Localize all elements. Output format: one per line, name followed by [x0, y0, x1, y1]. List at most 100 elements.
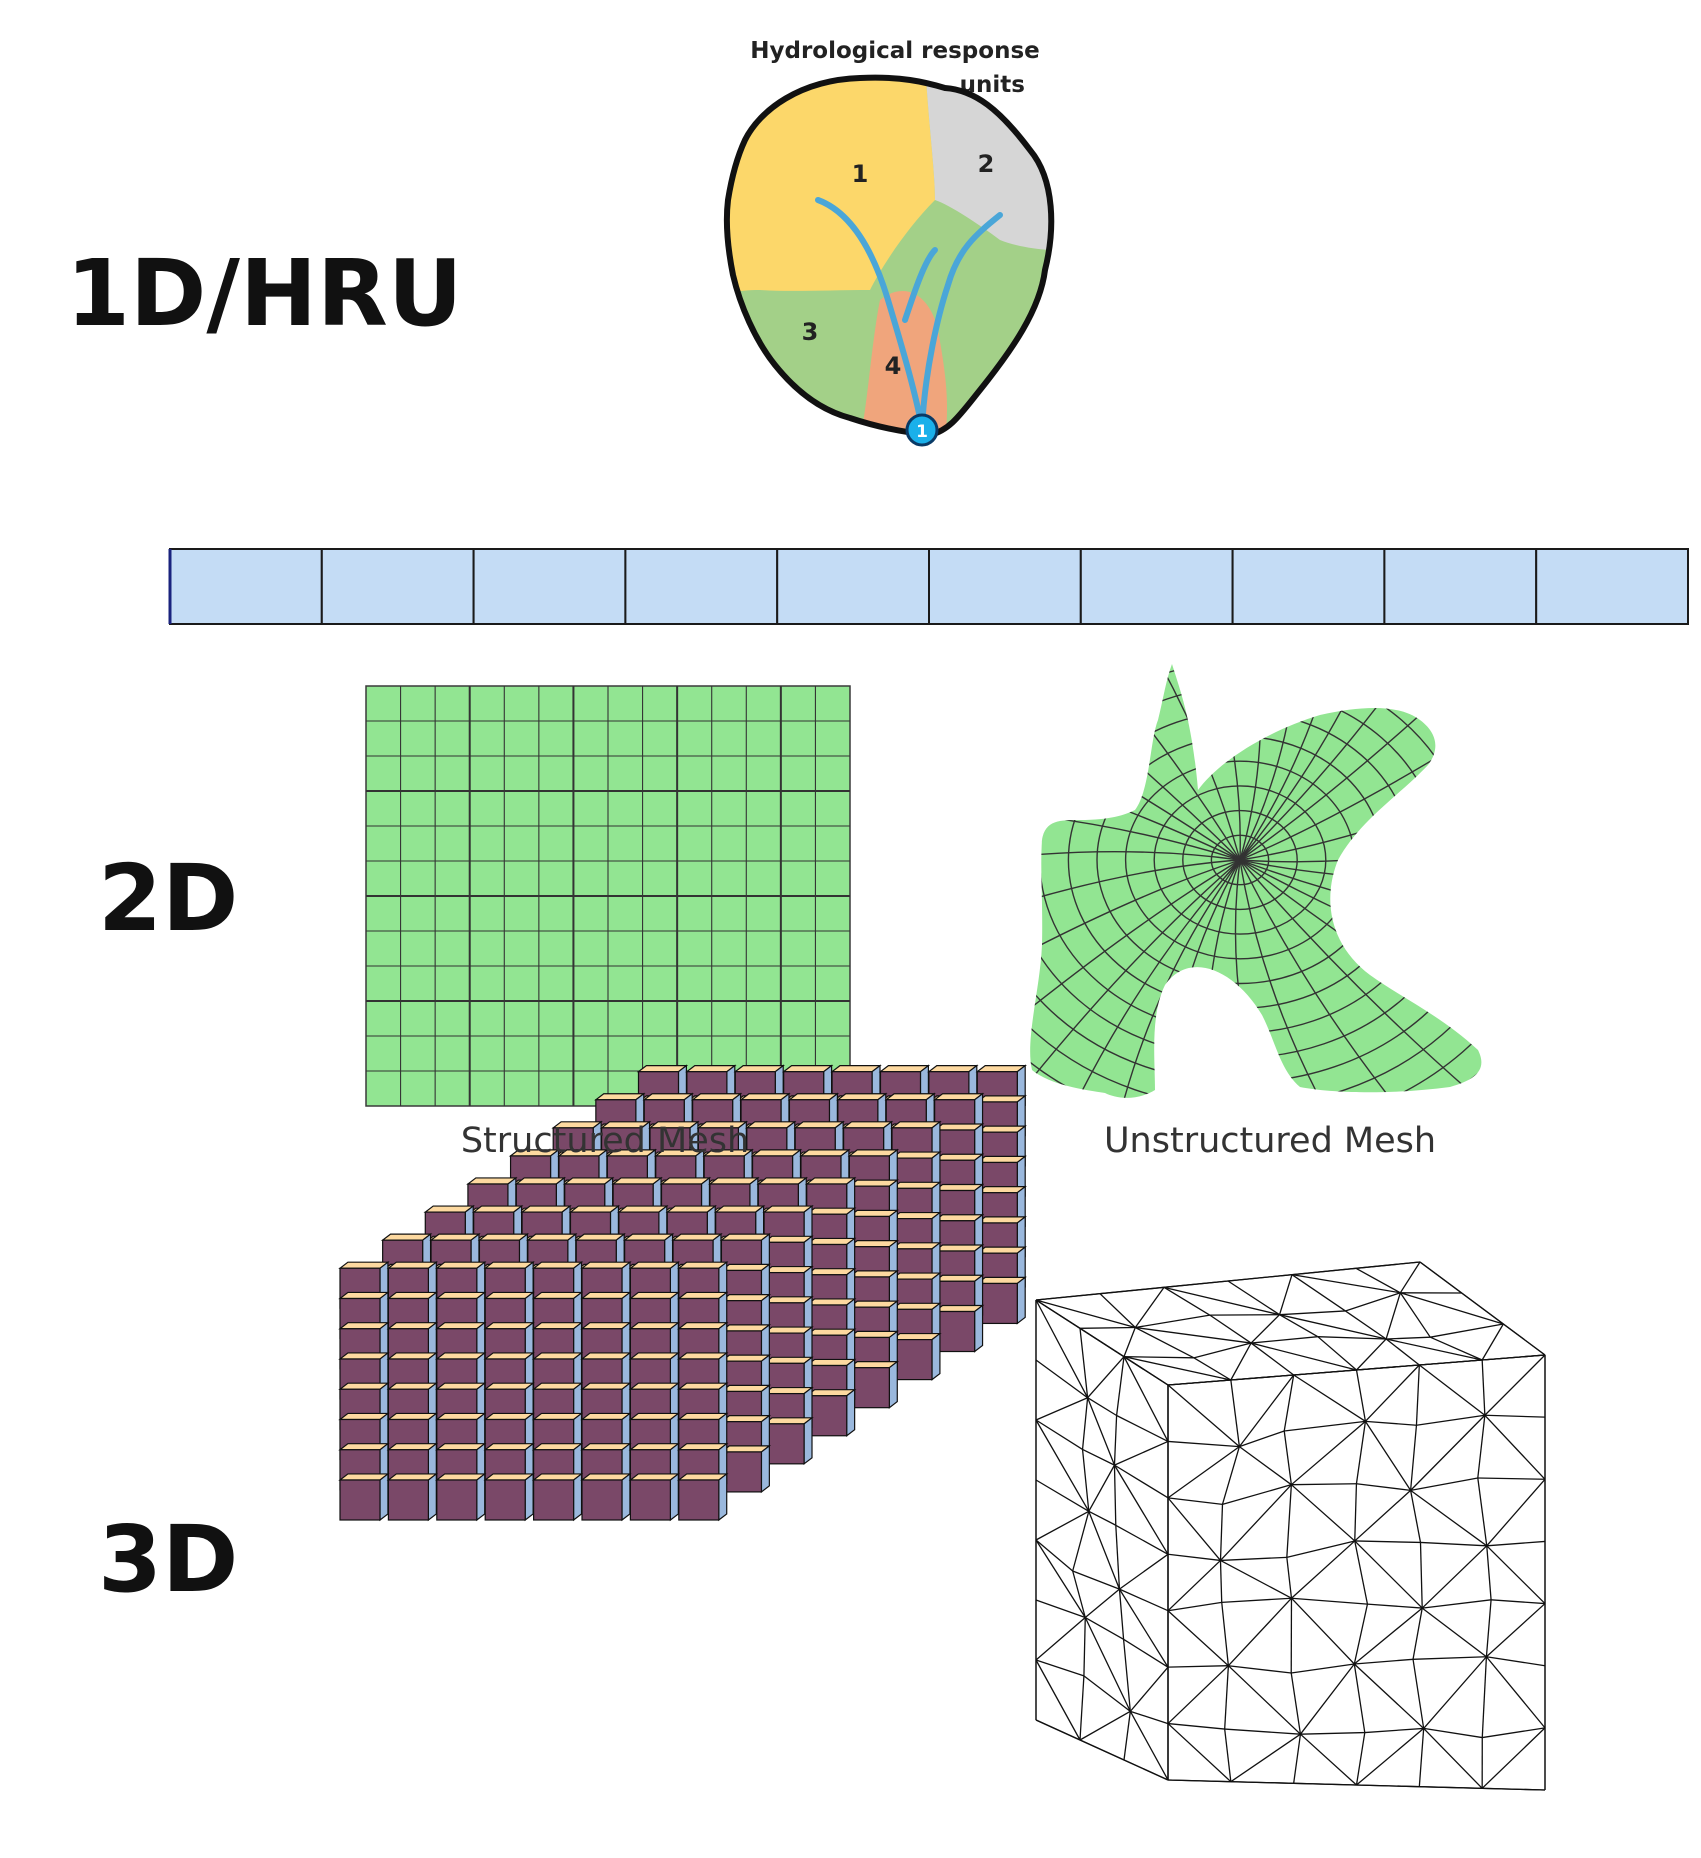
- cube-cell: [847, 1360, 900, 1409]
- tetra-edge: [1134, 1286, 1165, 1328]
- tetra-edge: [1355, 1732, 1366, 1786]
- tetra-edge: [1354, 1540, 1423, 1609]
- tetra-edge: [1430, 1336, 1483, 1361]
- tetra-edge: [1367, 1603, 1423, 1609]
- mesh-line-radial: [1239, 859, 1482, 1098]
- tetra-edge: [1486, 1545, 1492, 1600]
- tetra-edge: [1293, 1782, 1357, 1786]
- tetra-edge: [1419, 1261, 1463, 1294]
- cube-cell: [804, 1388, 857, 1437]
- tetra-edge: [1419, 1542, 1423, 1609]
- tetra-edge: [1482, 1787, 1546, 1791]
- tetra-edge: [1118, 1588, 1169, 1668]
- strip-cell: [169, 548, 323, 625]
- tetra-edge: [1167, 1384, 1240, 1448]
- mesh-line-radial: [1030, 859, 1241, 1098]
- tetra-edge: [1420, 1541, 1487, 1547]
- tetra-edge: [1130, 1710, 1169, 1725]
- tetra-edge: [1087, 1356, 1125, 1399]
- tetra-edge: [1291, 1663, 1355, 1674]
- tetra-edge: [1291, 1597, 1368, 1605]
- tetra-edge: [1167, 1601, 1222, 1612]
- tetra-edge: [1035, 1539, 1074, 1572]
- tetra-edge: [1353, 1607, 1423, 1665]
- tetra-edge: [1251, 1336, 1318, 1344]
- tetra-edge: [1291, 1540, 1356, 1599]
- tetra-edge: [1163, 1280, 1229, 1288]
- tetra-edge: [1035, 1293, 1101, 1301]
- tetra-edge: [1072, 1570, 1120, 1590]
- tetra-edge: [1293, 1734, 1302, 1784]
- tetra-edge: [1409, 1490, 1422, 1543]
- tetra-edge: [1163, 1286, 1280, 1316]
- tetra-edge: [1114, 1440, 1169, 1466]
- tetra-edge: [1122, 1639, 1131, 1712]
- tetra-edge: [1167, 1497, 1223, 1505]
- tetra-edge: [1283, 1430, 1293, 1485]
- tetra-edge: [1167, 1723, 1232, 1783]
- tetra-edge: [1123, 1711, 1131, 1761]
- tetra-edge: [1317, 1336, 1357, 1371]
- tetra-edge: [1317, 1336, 1387, 1340]
- tetra-edge: [1291, 1597, 1355, 1665]
- mesh-line-ring: [1153, 785, 1327, 935]
- tetra-edge: [1035, 1617, 1086, 1661]
- tetra-edge: [1072, 1511, 1090, 1572]
- tetra-edge: [1079, 1739, 1125, 1761]
- mesh-line-radial: [1239, 859, 1482, 1098]
- mesh-line-radial: [1239, 664, 1300, 861]
- tetra-edge: [1167, 1779, 1231, 1783]
- tetra-edge: [1484, 1354, 1546, 1416]
- tetra-edge: [1224, 1728, 1301, 1735]
- tetra-edge: [1290, 1420, 1366, 1486]
- tetra-edge: [1364, 1727, 1424, 1734]
- tetra-edge: [1477, 1477, 1488, 1546]
- tetra-edge: [1364, 1364, 1420, 1422]
- tetra-edge: [1219, 1560, 1223, 1603]
- tetra-edge: [1283, 1374, 1295, 1432]
- tetra-edge: [1220, 1484, 1292, 1561]
- tetra-edge: [1419, 1786, 1483, 1789]
- tetra-edge: [1135, 1314, 1210, 1329]
- tetra-edge: [1286, 1540, 1355, 1558]
- tetra-edge: [1088, 1511, 1121, 1590]
- tetra-edge: [1421, 1545, 1488, 1609]
- tetra-edge: [1423, 1727, 1483, 1789]
- tetra-edge: [1163, 1286, 1211, 1316]
- cube-cell: [719, 1444, 772, 1494]
- tetra-edge: [1486, 1478, 1546, 1547]
- tetra-edge: [1386, 1336, 1431, 1340]
- tetra-edge: [1481, 1359, 1486, 1416]
- caption-unstructured-mesh: Unstructured Mesh: [1103, 1121, 1437, 1161]
- tetra-edge: [1250, 1342, 1295, 1376]
- tetra-edge: [1167, 1559, 1221, 1612]
- tetra-edge: [1299, 1663, 1355, 1735]
- tetra-edge: [1115, 1356, 1125, 1416]
- tetra-edge: [1356, 1784, 1420, 1788]
- tetra-edge: [1167, 1446, 1240, 1499]
- tetra-edge: [1083, 1675, 1131, 1712]
- tetra-edge: [1167, 1497, 1221, 1561]
- tetra-edge: [1345, 1292, 1401, 1312]
- tetra-edge: [1116, 1414, 1169, 1443]
- tetra-edge: [1477, 1415, 1486, 1479]
- tetra-edge: [1227, 1665, 1301, 1735]
- tetra-edge: [1167, 1665, 1229, 1725]
- tetra-edge: [1113, 1415, 1118, 1466]
- tetra-edge: [1035, 1599, 1086, 1619]
- tetra-edge: [1300, 1733, 1357, 1786]
- outlet-label: 1: [916, 422, 928, 442]
- tetra-edge: [1430, 1323, 1504, 1338]
- tetra-edge: [1419, 1359, 1483, 1366]
- tetra-edge: [1486, 1540, 1546, 1547]
- tetra-edge: [1118, 1589, 1125, 1640]
- tetra-edge: [1084, 1616, 1124, 1640]
- tetra-edge: [1221, 1446, 1241, 1505]
- tetra-edge: [1193, 1357, 1232, 1381]
- tetra-edge: [1481, 1656, 1488, 1738]
- tetra-edge: [1356, 1727, 1425, 1786]
- tetra-edge: [1079, 1328, 1089, 1398]
- tetra-edge: [1167, 1665, 1229, 1668]
- tetra-edge: [1482, 1727, 1546, 1739]
